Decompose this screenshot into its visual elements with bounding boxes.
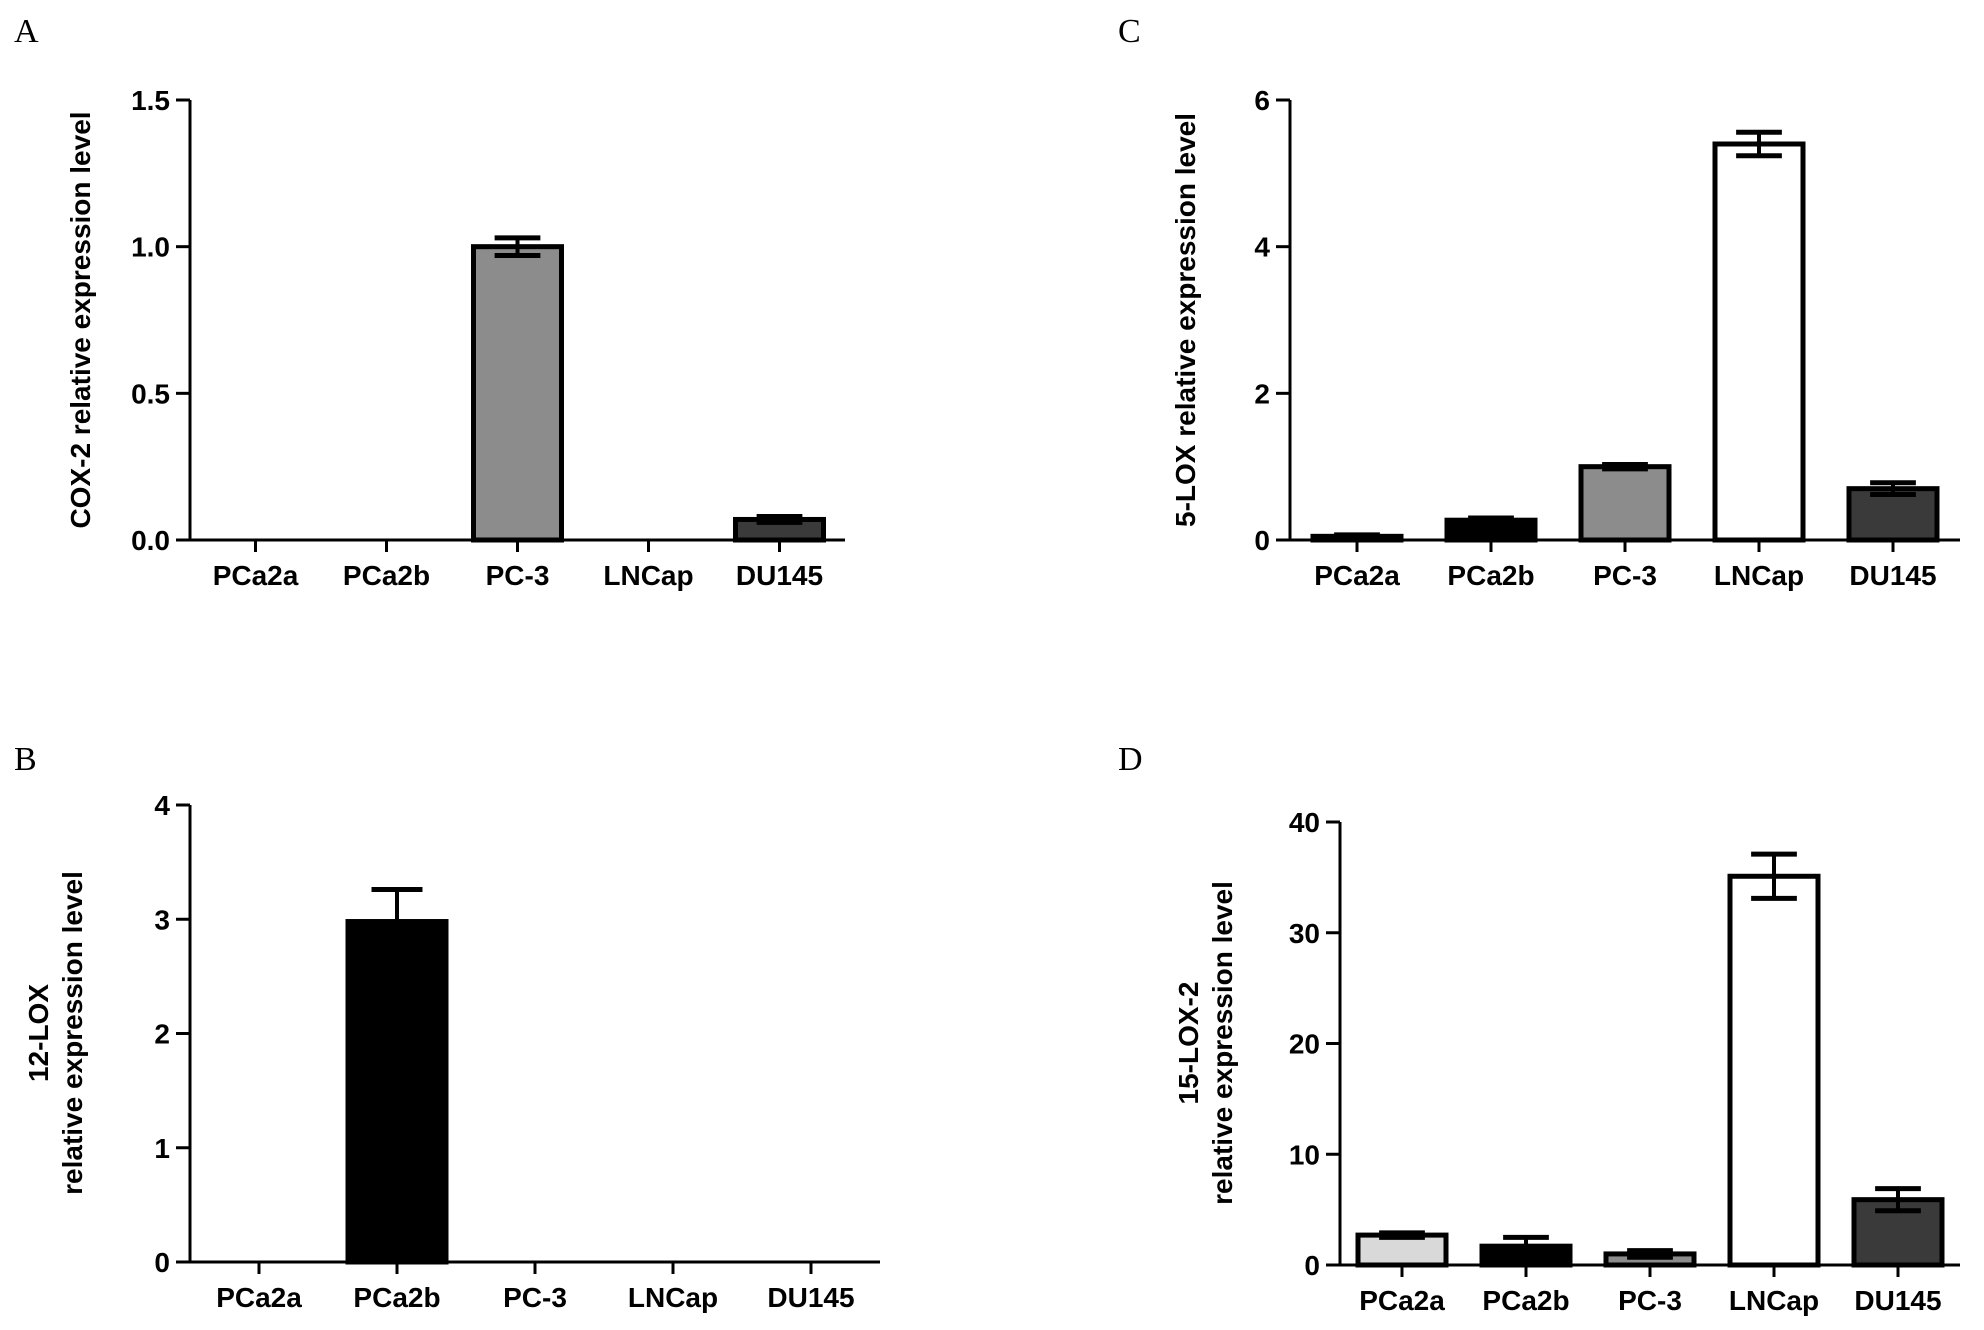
y-axis-label: 5-LOX relative expression level <box>1170 113 1201 527</box>
y-tick-label: 1.0 <box>131 232 170 263</box>
y-axis-label: COX-2 relative expression level <box>65 111 96 528</box>
y-tick-label: 1.5 <box>131 85 170 116</box>
bar <box>345 919 449 1265</box>
bar <box>1727 873 1821 1268</box>
x-tick-label: PCa2b <box>343 560 430 591</box>
y-axis-label: 15-LOX-2 relative expression level <box>1173 881 1238 1205</box>
y-tick-label: 0 <box>1254 525 1270 556</box>
y-tick-label: 2 <box>1254 378 1270 409</box>
y-tick-label: 10 <box>1289 1139 1320 1170</box>
y-tick-label: 40 <box>1289 807 1320 838</box>
x-tick-label: DU145 <box>736 560 823 591</box>
y-tick-label: 3 <box>154 904 170 935</box>
panel-c: C 0 2 4 6 5-LOX relative expression level PCa… <box>1118 13 1960 591</box>
y-axis-label-line: relative expression level <box>1207 881 1238 1205</box>
y-axis-label-line: 12-LOX <box>23 984 54 1082</box>
y-tick-label: 1 <box>154 1133 170 1164</box>
y-tick-label: 30 <box>1289 918 1320 949</box>
y-tick-label: 0 <box>154 1247 170 1278</box>
y-tick-label: 0.5 <box>131 378 170 409</box>
x-tick-label: PC-3 <box>503 1282 567 1313</box>
x-tick-label: LNCap <box>1729 1285 1819 1316</box>
y-tick-label: 4 <box>154 790 170 821</box>
bar <box>471 244 564 543</box>
x-tick-label: LNCap <box>603 560 693 591</box>
bar <box>1578 464 1672 543</box>
x-tick-label: PCa2a <box>1359 1285 1445 1316</box>
panel-letter: D <box>1118 741 1143 778</box>
x-tick-label: PCa2a <box>216 1282 302 1313</box>
y-axis-label-line: 5-LOX relative expression level <box>1170 113 1201 527</box>
y-axis-label: 12-LOX relative expression level <box>23 871 88 1195</box>
y-axis-label-line: COX-2 relative expression level <box>65 111 96 528</box>
x-tick-label: PCa2a <box>213 560 299 591</box>
panel-b: B 0 1 2 3 4 12-LOX relative expression level PC… <box>14 741 880 1313</box>
x-tick-label: PCa2a <box>1314 560 1400 591</box>
x-tick-label: LNCap <box>1714 560 1804 591</box>
panel-a: A 0.0 0.5 1.0 1.5 COX-2 relative expression … <box>14 13 845 591</box>
y-tick-label: 6 <box>1254 85 1270 116</box>
y-axis-label-line: 15-LOX-2 <box>1173 982 1204 1105</box>
x-tick-label: LNCap <box>628 1282 718 1313</box>
y-tick-label: 4 <box>1254 232 1270 263</box>
x-tick-label: PC-3 <box>1618 1285 1682 1316</box>
y-axis-label-line: relative expression level <box>57 871 88 1195</box>
x-tick-label: PCa2b <box>1482 1285 1569 1316</box>
x-tick-label: PC-3 <box>486 560 550 591</box>
panel-letter: A <box>14 13 39 50</box>
panel-letter: C <box>1118 13 1141 50</box>
y-tick-label: 0.0 <box>131 525 170 556</box>
x-tick-label: PCa2b <box>1447 560 1534 591</box>
y-tick-label: 0 <box>1304 1250 1320 1281</box>
x-tick-label: DU145 <box>767 1282 854 1313</box>
panel-letter: B <box>14 741 37 778</box>
y-tick-label: 20 <box>1289 1029 1320 1060</box>
y-tick-label: 2 <box>154 1019 170 1050</box>
x-tick-label: DU145 <box>1849 560 1936 591</box>
x-tick-label: PCa2b <box>353 1282 440 1313</box>
panel-d: D 0 10 20 30 40 15-LOX-2 relative expression l… <box>1118 741 1960 1316</box>
x-tick-label: PC-3 <box>1593 560 1657 591</box>
bar <box>1712 141 1806 543</box>
x-tick-label: DU145 <box>1854 1285 1941 1316</box>
